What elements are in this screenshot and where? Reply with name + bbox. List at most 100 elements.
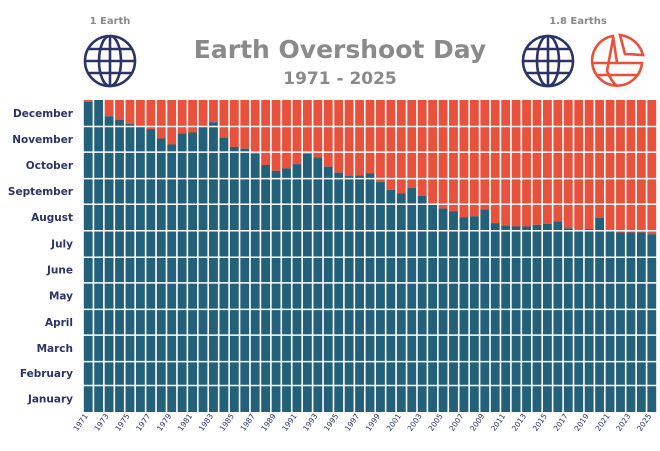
remaining-bar xyxy=(365,100,375,174)
y-tick-label: March xyxy=(37,343,73,355)
overshoot-bar xyxy=(626,232,636,412)
x-tick-label: 1993 xyxy=(301,412,319,433)
overshoot-bar xyxy=(271,170,281,412)
overshoot-bar xyxy=(188,132,197,413)
y-axis: January February March April May June July Augu… xyxy=(8,108,74,406)
x-tick-label: 2003 xyxy=(405,412,423,433)
x-tick-label: 2025 xyxy=(635,412,653,433)
x-tick-label: 2007 xyxy=(447,412,465,433)
overshoot-bar xyxy=(469,216,479,412)
x-tick-label: 1989 xyxy=(259,412,277,433)
overshoot-bar xyxy=(104,116,114,413)
remaining-bar xyxy=(177,100,187,134)
overshoot-bar xyxy=(313,157,323,412)
remaining-bar xyxy=(647,100,657,235)
overshoot-bar xyxy=(292,164,302,412)
partial-globe-icon xyxy=(590,33,645,87)
x-tick-label: 1999 xyxy=(364,412,382,433)
remaining-bar xyxy=(480,100,490,210)
x-tick-label: 1997 xyxy=(343,412,361,433)
overshoot-bar xyxy=(334,172,344,412)
x-tick-label: 1971 xyxy=(72,412,90,433)
overshoot-bar xyxy=(386,189,396,412)
y-tick-label: May xyxy=(49,291,73,303)
remaining-bar xyxy=(146,100,156,130)
x-tick-label: 1991 xyxy=(280,412,298,433)
x-tick-label: 1983 xyxy=(197,412,215,433)
x-tick-label: 1985 xyxy=(218,412,236,433)
remaining-bar xyxy=(459,100,469,218)
globe-icon xyxy=(521,34,575,88)
overshoot-bar xyxy=(459,217,469,412)
overshoot-bar xyxy=(490,223,500,412)
remaining-bar xyxy=(355,100,364,176)
overshoot-bar xyxy=(167,144,177,412)
remaining-bar xyxy=(553,100,563,222)
x-tick-label: 1973 xyxy=(92,412,110,433)
remaining-bar xyxy=(292,100,302,165)
remaining-bar xyxy=(376,100,385,183)
remaining-bar xyxy=(282,100,291,169)
overshoot-bar xyxy=(94,100,104,412)
y-tick-label: June xyxy=(46,265,73,277)
overshoot-bar xyxy=(219,137,229,412)
chart-title: Earth Overshoot Day xyxy=(194,35,486,64)
right-globe-label: 1.8 Earths xyxy=(549,16,607,27)
x-tick-label: 2021 xyxy=(593,412,611,433)
overshoot-bar xyxy=(647,234,657,412)
x-tick-label: 2011 xyxy=(489,412,507,433)
overshoot-bar xyxy=(229,147,239,412)
remaining-bar xyxy=(271,100,281,171)
overshoot-bar xyxy=(449,211,458,412)
overshoot-bar xyxy=(584,229,594,412)
remaining-bar xyxy=(167,100,177,145)
overshoot-bar xyxy=(396,193,406,412)
y-tick-label: July xyxy=(50,239,73,251)
x-tick-label: 2015 xyxy=(531,412,549,433)
remaining-bar xyxy=(261,100,271,165)
remaining-bar xyxy=(584,100,594,230)
x-tick-label: 2019 xyxy=(572,412,590,433)
x-tick-label: 2009 xyxy=(468,412,486,433)
overshoot-bar xyxy=(636,232,646,412)
remaining-bar xyxy=(563,100,573,229)
x-tick-label: 1981 xyxy=(176,412,194,433)
overshoot-bar xyxy=(553,221,563,412)
remaining-bar xyxy=(219,100,229,138)
remaining-bar xyxy=(522,100,531,227)
y-tick-label: December xyxy=(13,108,74,120)
overshoot-bar xyxy=(563,228,573,412)
x-tick-label: 1979 xyxy=(155,412,173,433)
remaining-bar xyxy=(407,100,417,189)
overshoot-bar xyxy=(198,125,208,413)
y-tick-label: April xyxy=(45,317,73,329)
remaining-bar xyxy=(636,100,646,233)
overshoot-bar xyxy=(177,133,187,413)
remaining-bar xyxy=(83,100,93,102)
remaining-bar xyxy=(490,100,500,224)
remaining-bar xyxy=(543,100,552,224)
remaining-bar xyxy=(125,100,135,124)
overshoot-bar xyxy=(282,168,291,412)
remaining-bar xyxy=(626,100,636,233)
remaining-bar xyxy=(344,100,354,177)
x-tick-label: 2001 xyxy=(385,412,403,433)
x-axis: 1971 1973 1975 1977 1979 1981 1983 1985 1987 1989… xyxy=(72,412,654,433)
overshoot-bar xyxy=(532,224,542,412)
remaining-bar xyxy=(229,100,239,148)
remaining-bar xyxy=(240,100,250,149)
overshoot-bar xyxy=(522,226,531,412)
left-globe-label: 1 Earth xyxy=(90,16,131,27)
plot-area xyxy=(83,100,657,413)
overshoot-bar xyxy=(376,182,385,412)
overshoot-bar xyxy=(605,229,615,412)
overshoot-bar xyxy=(261,164,271,412)
overshoot-bar xyxy=(438,208,448,412)
y-tick-label: January xyxy=(27,393,73,405)
x-tick-label: 2005 xyxy=(426,412,444,433)
remaining-bar xyxy=(115,100,124,120)
overshoot-bar xyxy=(501,225,511,412)
overshoot-bar xyxy=(156,138,166,412)
remaining-bar xyxy=(396,100,406,194)
remaining-bar xyxy=(574,100,584,230)
